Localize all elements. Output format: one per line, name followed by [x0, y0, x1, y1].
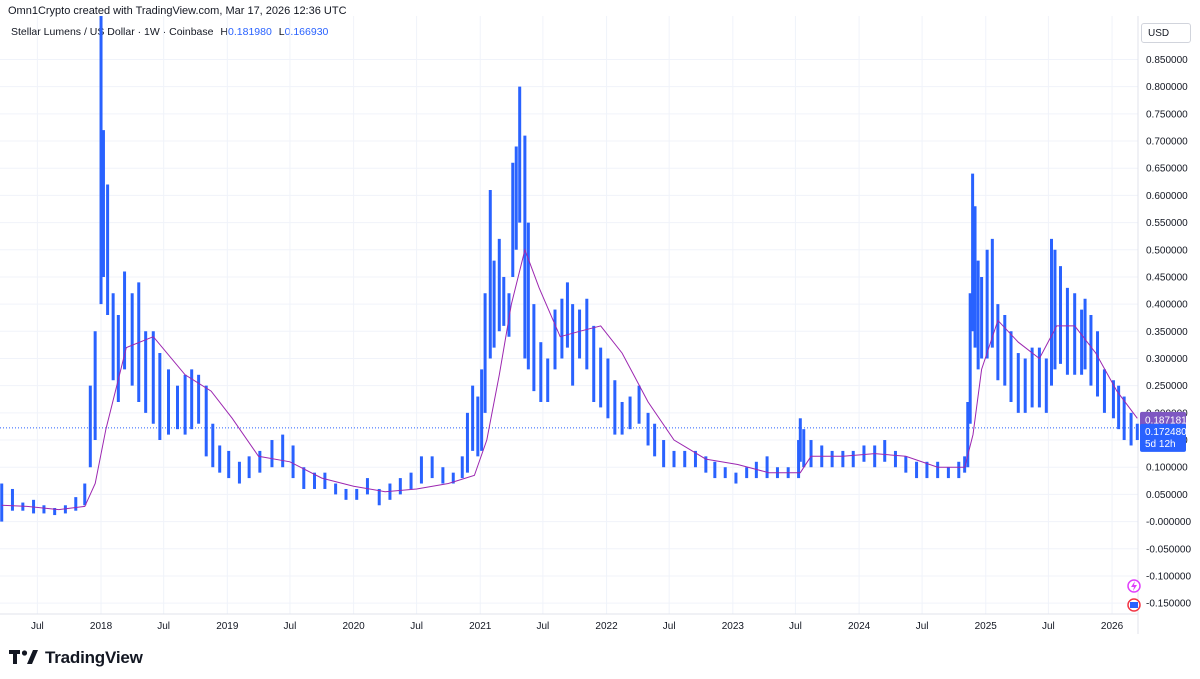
x-tick-label: Jul — [410, 621, 423, 632]
flag-icon — [1130, 602, 1138, 608]
ma-price-label-bg — [1140, 411, 1186, 427]
last-price-label: 0.172480 — [1145, 427, 1187, 438]
last-price-label-bg — [1140, 423, 1186, 452]
low-value: 0.166930 — [284, 26, 329, 38]
low-label: L — [278, 26, 285, 38]
high-value: 0.181980 — [228, 26, 272, 38]
symbol-title[interactable]: Stellar Lumens / US Dollar · 1W · Coinba… — [11, 26, 214, 38]
y-tick-label: 0.750000 — [1146, 109, 1188, 120]
x-tick-label: 2018 — [90, 621, 113, 632]
x-tick-label: Jul — [1042, 621, 1055, 632]
x-tick-label: 2020 — [342, 621, 365, 632]
y-tick-label: 0.050000 — [1146, 490, 1188, 501]
y-tick-label: 0.300000 — [1146, 354, 1188, 365]
x-tick-label: 2025 — [975, 621, 998, 632]
x-tick-label: 2024 — [848, 621, 871, 632]
x-tick-label: Jul — [536, 621, 549, 632]
currency-selector[interactable]: USD — [1141, 23, 1191, 43]
x-tick-label: 2023 — [722, 621, 745, 632]
x-tick-label: 2019 — [216, 621, 239, 632]
y-tick-label: -0.100000 — [1146, 571, 1191, 582]
x-tick-label: 2026 — [1101, 621, 1124, 632]
lightning-icon — [1131, 581, 1137, 591]
y-tick-label: 0.550000 — [1146, 218, 1188, 229]
y-tick-label: -0.150000 — [1146, 599, 1191, 610]
y-tick-label: 0.400000 — [1146, 300, 1188, 311]
y-tick-label: 0.450000 — [1146, 272, 1188, 283]
x-tick-label: Jul — [663, 621, 676, 632]
y-tick-label: 0.500000 — [1146, 245, 1188, 256]
moving-average-line — [1, 248, 1138, 511]
y-tick-label: 0.250000 — [1146, 381, 1188, 392]
y-tick-label: -0.000000 — [1146, 517, 1191, 528]
ma-price-label: 0.187181 — [1145, 415, 1187, 426]
y-tick-label: 0.600000 — [1146, 191, 1188, 202]
x-tick-label: Jul — [789, 621, 802, 632]
y-tick-label: 0.800000 — [1146, 82, 1188, 93]
x-tick-label: 2022 — [595, 621, 618, 632]
countdown-label: 5d 12h — [1145, 439, 1176, 450]
x-tick-label: Jul — [284, 621, 297, 632]
x-tick-label: 2021 — [469, 621, 492, 632]
y-tick-label: 0.850000 — [1146, 55, 1188, 66]
symbol-legend: Stellar Lumens / US Dollar · 1W · Coinba… — [11, 26, 328, 38]
x-tick-label: Jul — [916, 621, 929, 632]
chart-attribution: Omn1Crypto created with TradingView.com,… — [8, 5, 347, 17]
y-tick-label: 0.350000 — [1146, 327, 1188, 338]
y-tick-label: 0.650000 — [1146, 164, 1188, 175]
brand-name: TradingView — [45, 648, 143, 667]
y-tick-label: -0.050000 — [1146, 544, 1191, 555]
x-tick-label: Jul — [31, 621, 44, 632]
tradingview-logo-icon — [9, 650, 38, 664]
y-tick-label: 0.100000 — [1146, 463, 1188, 474]
x-tick-label: Jul — [157, 621, 170, 632]
high-label: H — [220, 26, 229, 38]
y-tick-label: 0.700000 — [1146, 137, 1188, 148]
tradingview-brand: TradingView — [9, 648, 143, 668]
